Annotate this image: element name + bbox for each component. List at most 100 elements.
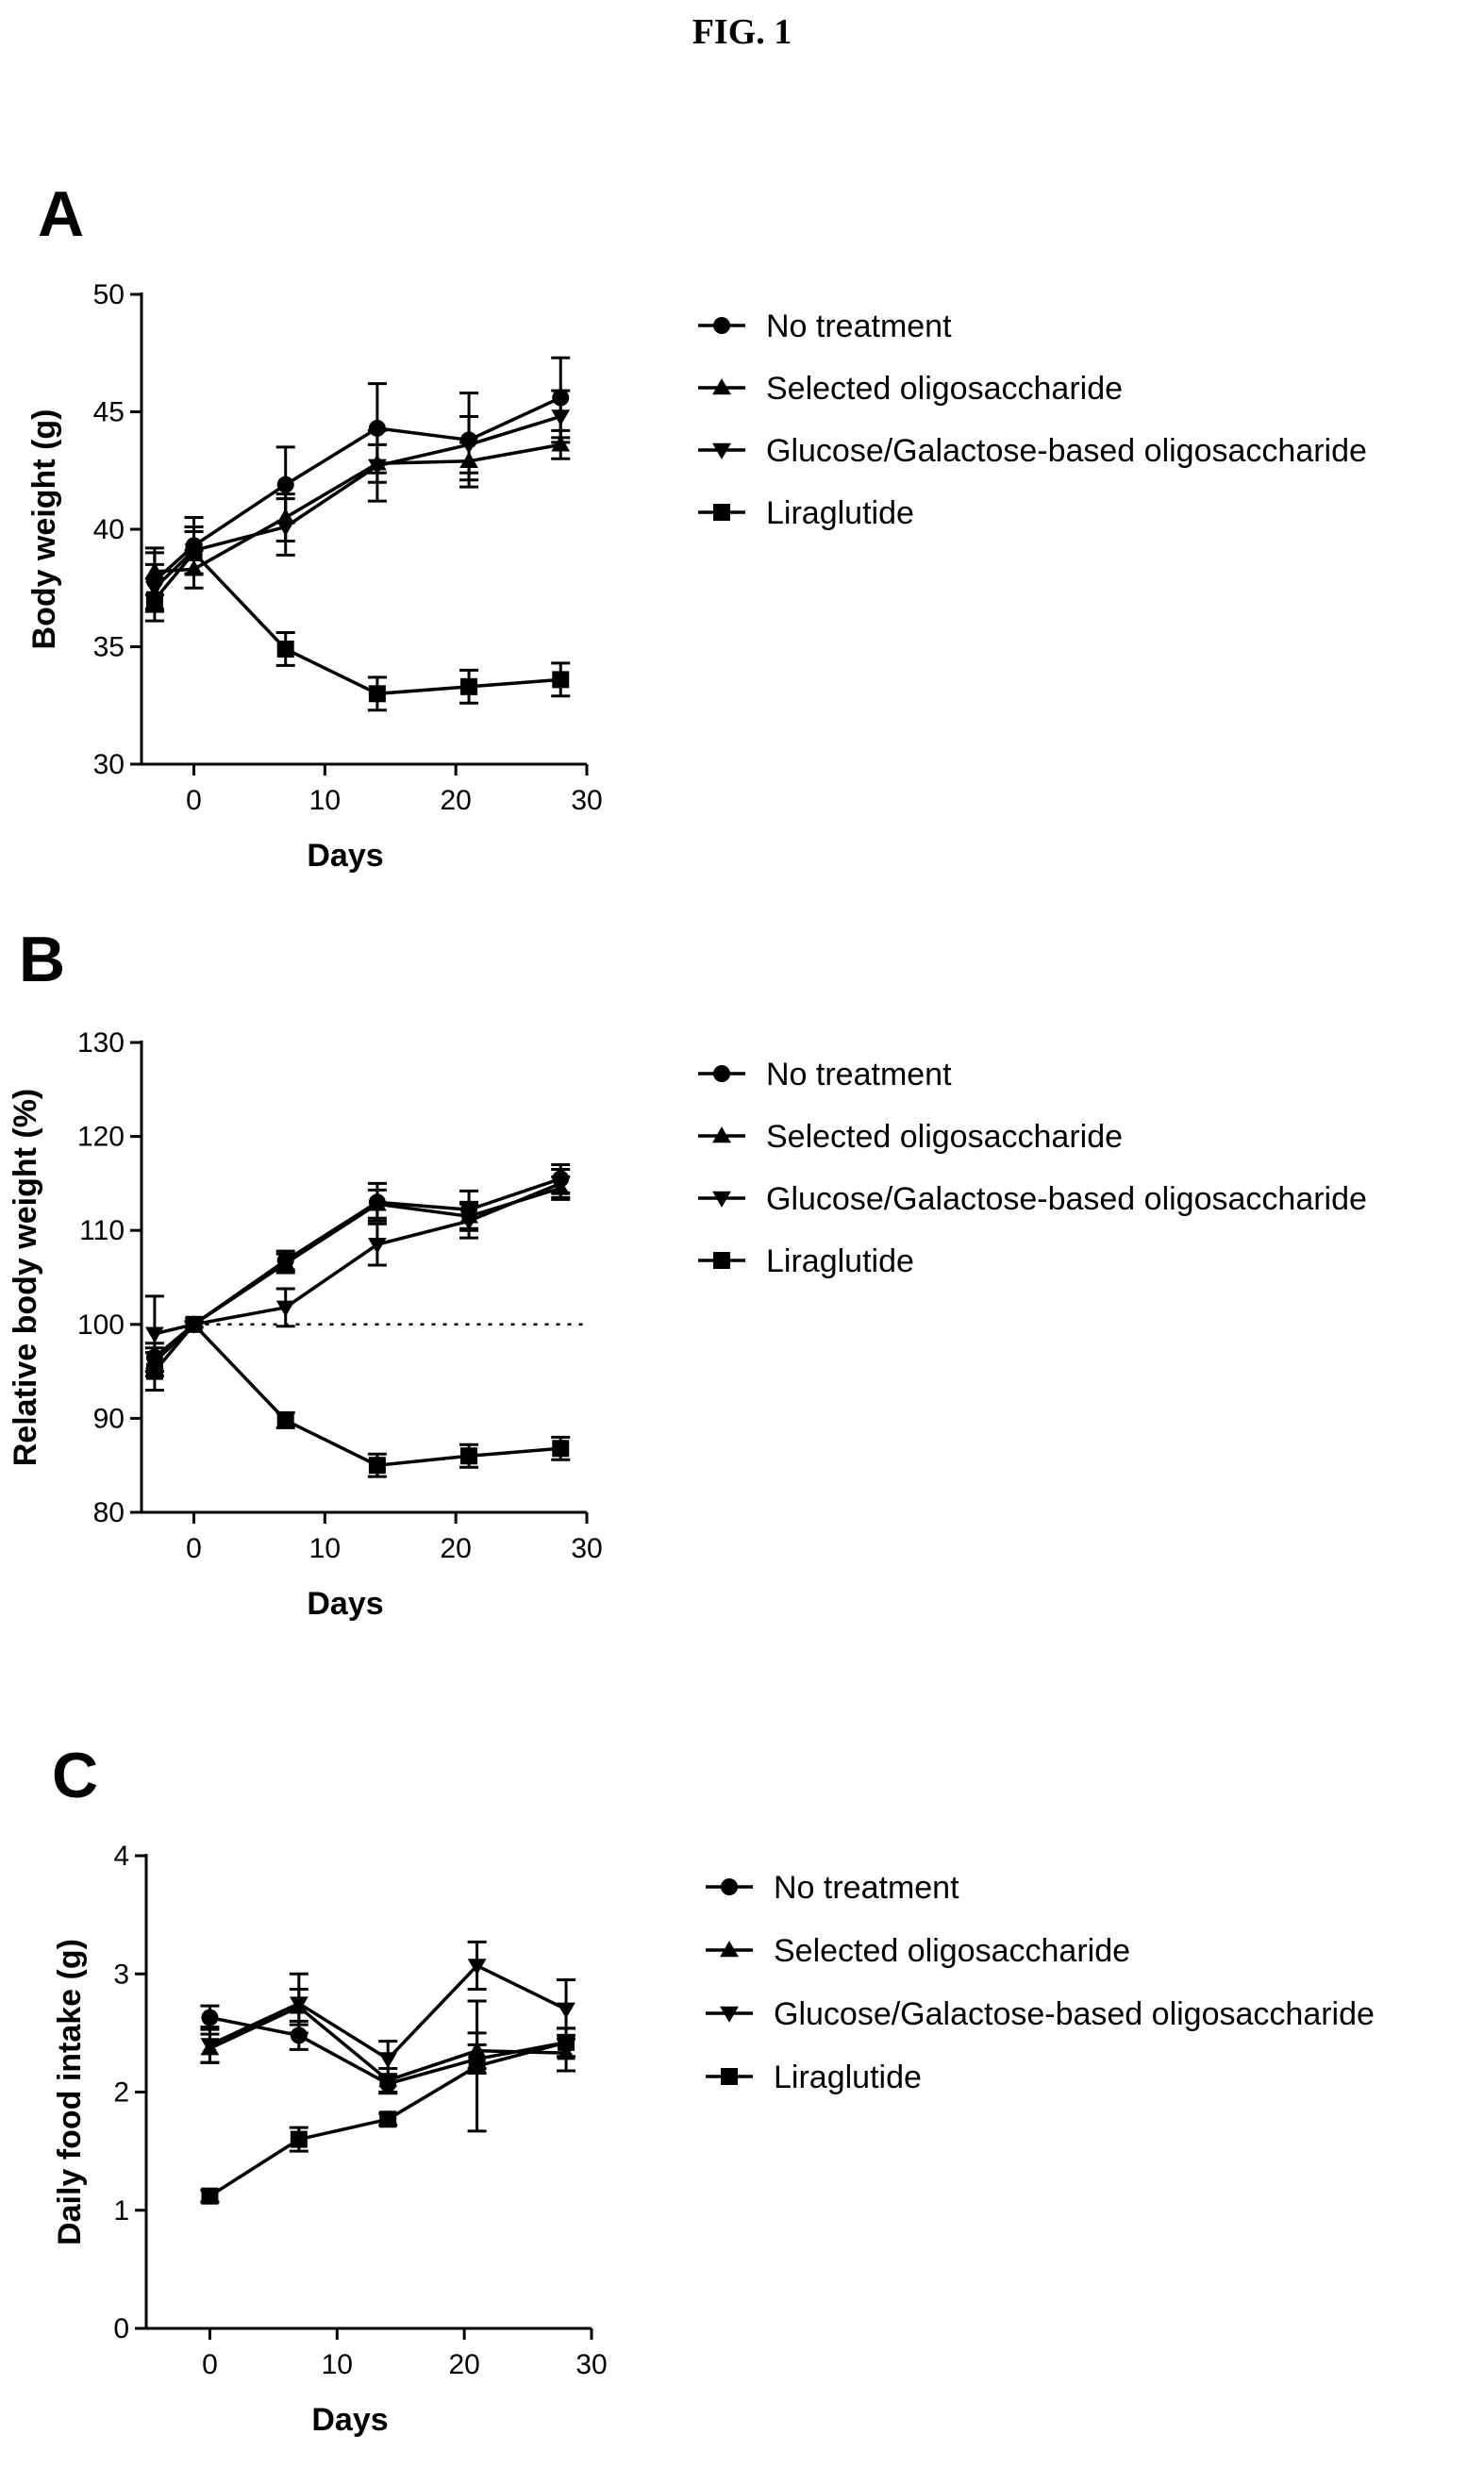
panel-b-xtick-label: 0	[186, 1533, 202, 1564]
panel-a-legend-glucose-galactose-based-oligosaccharide-label: Glucose/Galactose-based oligosaccharide	[766, 433, 1367, 469]
panel-b-ytick-label: 110	[79, 1215, 125, 1246]
panel-b-legend-glucose-galactose-based-oligosaccharide-marker	[712, 1191, 731, 1208]
panel-a-no-treatment-series	[144, 356, 571, 611]
panel-c-letter: C	[52, 1740, 98, 1811]
panel-b-ytick-label: 130	[77, 1027, 125, 1059]
panel-b-legend-selected-oligosaccharide-label: Selected oligosaccharide	[766, 1119, 1123, 1155]
panel-b-legend-no-treatment-marker	[713, 1065, 730, 1082]
panel-a-ytick-label: 45	[93, 397, 125, 428]
panel-a-xtick-label: 10	[309, 785, 341, 816]
panel-b-glucose-galactose-based-oligosaccharide-point	[144, 1326, 164, 1343]
panel-c-x-axis-title: Days	[311, 2402, 388, 2438]
panel-b-ytick-label: 80	[93, 1497, 125, 1528]
panel-a-ytick-label: 30	[93, 749, 125, 780]
panel-c-liraglutide-point	[290, 2130, 308, 2148]
panel-a-liraglutide-point	[460, 677, 478, 695]
panel-a-legend-liraglutide-label: Liraglutide	[766, 495, 914, 531]
panel-c-ytick-label: 1	[113, 2195, 129, 2226]
panel-c-legend-no-treatment-label: No treatment	[774, 1870, 959, 1906]
panel-b-ytick-label: 120	[77, 1122, 125, 1153]
panel-c-ytick-label: 3	[113, 1959, 129, 1990]
panel-c-glucose-galactose-based-oligosaccharide-point	[557, 2002, 575, 2019]
panel-b-liraglutide-point	[460, 1447, 478, 1465]
panel-b-liraglutide-series	[144, 1315, 571, 1478]
panel-c-liraglutide-point	[379, 2110, 397, 2128]
panel-a-legend-no-treatment-label: No treatment	[766, 309, 952, 344]
panel-c-legend-glucose-galactose-based-oligosaccharide-marker	[720, 2006, 739, 2023]
panel-c-liraglutide-point	[201, 2187, 219, 2205]
panel-c-glucose-galactose-based-oligosaccharide-point	[289, 1996, 308, 2013]
panel-c: C 0 1 2 3 4 0 10 20 30 Days Daily food intake (g) No…	[52, 1740, 1375, 2438]
panel-c-no-treatment-point	[290, 2026, 308, 2044]
panel-b-ytick-label: 90	[93, 1403, 125, 1434]
panel-b-liraglutide-line	[153, 1322, 561, 1467]
panel-a-glucose-galactose-based-oligosaccharide-point	[275, 520, 295, 537]
panel-b-xtick-label: 10	[309, 1533, 341, 1564]
panel-b-glucose-galactose-based-oligosaccharide-point	[367, 1237, 387, 1255]
panel-a-liraglutide-point	[185, 543, 203, 561]
panel-c-ytick-label: 2	[113, 2077, 129, 2109]
panel-a-no-treatment-point	[276, 475, 294, 493]
figure-title: FIG. 1	[692, 12, 792, 52]
panel-b-letter: B	[19, 924, 65, 995]
panel-c-xtick-label: 30	[575, 2349, 607, 2380]
panel-b-liraglutide-point	[276, 1411, 294, 1429]
panel-a-no-treatment-point	[368, 419, 386, 437]
panel-a-letter: A	[38, 178, 84, 250]
panel-c-legend-selected-oligosaccharide-label: Selected oligosaccharide	[774, 1933, 1130, 1969]
panel-c-liraglutide-point	[558, 2033, 575, 2051]
panel-a-liraglutide-point	[368, 685, 386, 703]
panel-c-ytick-label: 4	[113, 1841, 129, 1872]
panel-c-legend-liraglutide-marker	[721, 2068, 738, 2085]
panel-b-selected-oligosaccharide-point	[367, 1194, 387, 1211]
panel-c-xtick-label: 10	[322, 2349, 353, 2380]
panel-b-liraglutide-point	[368, 1457, 386, 1475]
panel-a-liraglutide-line	[153, 550, 561, 696]
panel-c-legend: No treatment Selected oligosaccharide Gluc…	[706, 1870, 1375, 2095]
panel-a-ytick-label: 50	[93, 279, 125, 310]
panel-a-y-axis-title: Body weight (g)	[26, 409, 62, 650]
panel-b-xtick-label: 20	[440, 1533, 471, 1564]
panel-a-liraglutide-point	[145, 591, 163, 609]
panel-c-xtick-label: 20	[448, 2349, 479, 2380]
panel-a-selected-oligosaccharide-line	[154, 442, 561, 574]
panel-a-liraglutide-point	[552, 671, 570, 689]
panel-a-xtick-label: 30	[571, 785, 602, 816]
panel-b-legend-liraglutide-marker	[713, 1252, 730, 1269]
panel-a-legend-liraglutide-marker	[713, 504, 730, 521]
panel-b-liraglutide-point	[185, 1315, 203, 1333]
panel-b-x-axis-title: Days	[307, 1586, 383, 1622]
panel-c-glucose-galactose-based-oligosaccharide-point	[467, 1959, 487, 1976]
panel-b-y-axis-title: Relative body weight (%)	[8, 1089, 43, 1467]
panel-a-ytick-label: 40	[93, 514, 125, 545]
panel-a-legend-no-treatment-marker	[713, 317, 730, 334]
panel-a-xtick-label: 0	[186, 785, 202, 816]
panel-c-y-axis-title: Daily food intake (g)	[52, 1939, 88, 2245]
panel-a-ytick-label: 35	[93, 632, 125, 663]
panel-b-xtick-label: 30	[571, 1533, 602, 1564]
panel-c-glucose-galactose-based-oligosaccharide-point	[200, 2038, 220, 2055]
panel-a-glucose-galactose-based-oligosaccharide-point	[367, 459, 387, 475]
panel-a-glucose-galactose-based-oligosaccharide-point	[551, 409, 571, 426]
panel-c-legend-glucose-galactose-based-oligosaccharide-label: Glucose/Galactose-based oligosaccharide	[774, 1996, 1375, 2032]
panel-c-glucose-galactose-based-oligosaccharide-point	[378, 2052, 398, 2069]
panel-a-xtick-label: 20	[440, 785, 471, 816]
panel-b-legend-selected-oligosaccharide-marker	[712, 1126, 731, 1143]
panel-c-legend-liraglutide-label: Liraglutide	[774, 2060, 922, 2095]
panel-c-liraglutide-series	[200, 1999, 576, 2205]
panel-a-legend: No treatment Selected oligosaccharide Gluc…	[698, 309, 1367, 531]
panel-a-legend-selected-oligosaccharide-marker	[712, 378, 731, 395]
panel-a-liraglutide-series	[144, 529, 571, 712]
panel-a-glucose-galactose-based-oligosaccharide-point	[459, 438, 478, 455]
panel-b: B 80 90 100 110 120 130 0 10 20 30 Days Relative bod…	[8, 924, 1367, 1622]
panel-c-xtick-label: 0	[202, 2349, 218, 2380]
panel-a: A 30 35 40 45 50 0 10 20 30 Days Body weight (g) No …	[26, 178, 1367, 874]
panel-a-x-axis-title: Days	[307, 838, 383, 874]
panel-b-selected-oligosaccharide-point	[275, 1254, 295, 1271]
panel-a-legend-glucose-galactose-based-oligosaccharide-marker	[712, 442, 731, 459]
panel-a-legend-selected-oligosaccharide-label: Selected oligosaccharide	[766, 371, 1123, 407]
panel-b-glucose-galactose-based-oligosaccharide-point	[275, 1300, 295, 1317]
panel-b-liraglutide-point	[145, 1362, 163, 1380]
panel-c-legend-no-treatment-marker	[721, 1878, 738, 1895]
